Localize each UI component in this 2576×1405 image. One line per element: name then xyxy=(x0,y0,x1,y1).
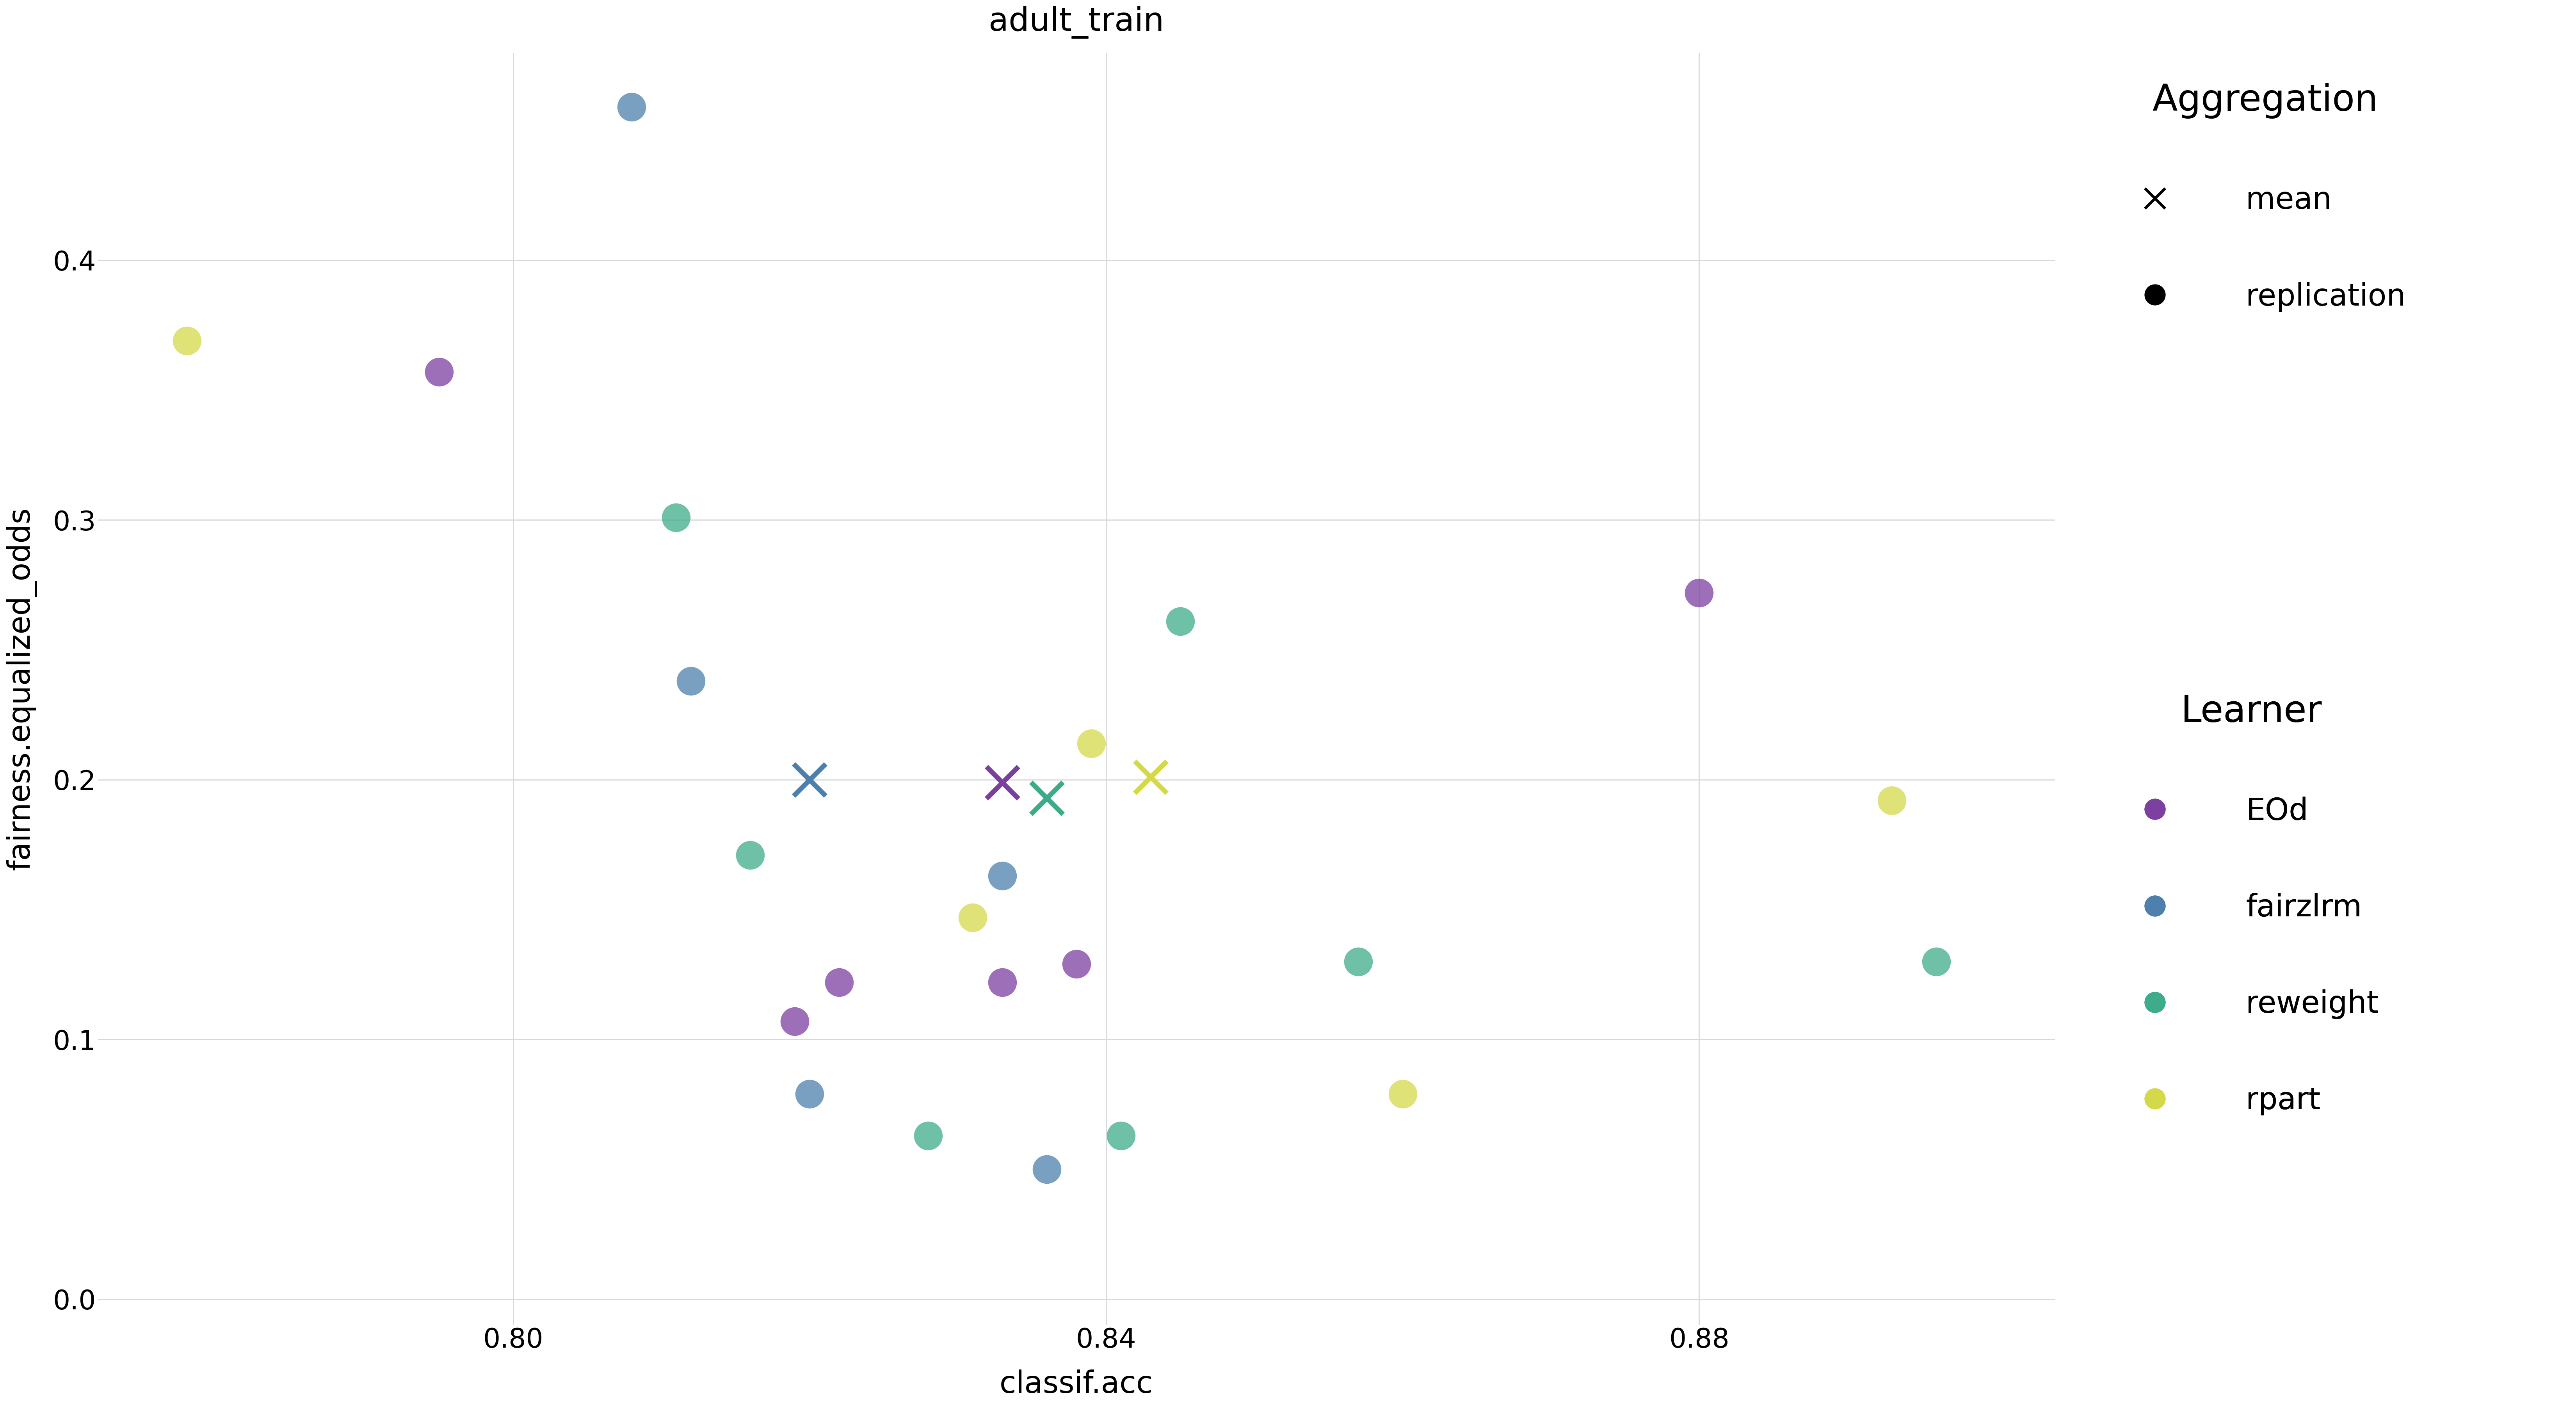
Point xyxy=(1381,1083,1422,1106)
Point xyxy=(981,864,1023,887)
Point xyxy=(1072,732,1113,754)
Point xyxy=(907,1124,948,1146)
Point xyxy=(1337,950,1378,972)
Point xyxy=(775,1010,817,1033)
Point xyxy=(417,361,459,384)
Point xyxy=(1131,766,1172,788)
Point xyxy=(167,330,209,353)
Point xyxy=(1025,1158,1066,1180)
Legend: EOd, fairzlrm, reweight, rpart: EOd, fairzlrm, reweight, rpart xyxy=(2110,679,2393,1131)
Point xyxy=(981,971,1023,993)
Title: adult_train: adult_train xyxy=(989,6,1164,38)
Point xyxy=(788,1083,829,1106)
Point xyxy=(1870,790,1911,812)
X-axis label: classif.acc: classif.acc xyxy=(999,1370,1154,1399)
Point xyxy=(1917,950,1958,972)
Point xyxy=(654,506,696,528)
Point xyxy=(611,96,652,118)
Point xyxy=(788,769,829,791)
Point xyxy=(670,670,711,693)
Y-axis label: fairness.equalized_odds: fairness.equalized_odds xyxy=(5,507,36,870)
Point xyxy=(1159,610,1200,632)
Point xyxy=(1056,953,1097,975)
Point xyxy=(981,771,1023,794)
Point xyxy=(729,844,770,867)
Point xyxy=(953,906,994,929)
Point xyxy=(1025,787,1066,809)
Point xyxy=(1100,1124,1141,1146)
Point xyxy=(1680,582,1721,604)
Point xyxy=(819,971,860,993)
